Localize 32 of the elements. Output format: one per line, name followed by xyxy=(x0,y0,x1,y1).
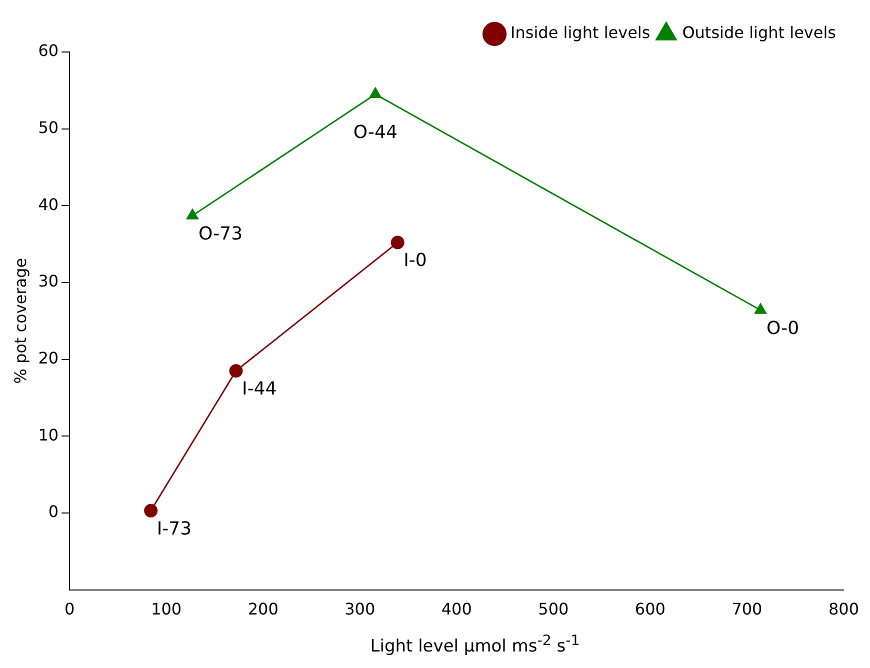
x-tick-label: 600 xyxy=(634,600,666,619)
point xyxy=(186,208,198,220)
y-axis-title: % pot coverage xyxy=(10,258,30,384)
annotation: O-73 xyxy=(198,223,243,244)
annotation: O-44 xyxy=(353,122,398,143)
x-tick-label: 800 xyxy=(828,600,860,619)
x-tick-label: 200 xyxy=(248,600,278,619)
x-tick-label: 700 xyxy=(732,600,762,619)
annotation: I-0 xyxy=(404,250,427,272)
y-tick-label: 0 xyxy=(48,502,59,522)
point xyxy=(754,303,766,314)
annotation: I-44 xyxy=(242,378,277,400)
y-tick-label: 60 xyxy=(38,41,59,60)
legend-label: Inside light levels xyxy=(510,23,650,42)
x-tick-label: 0 xyxy=(64,600,75,619)
y-tick-label: 10 xyxy=(38,425,59,444)
x-tick-label: 300 xyxy=(344,600,376,619)
annotation: O-0 xyxy=(766,318,800,339)
y-tick-label: 40 xyxy=(38,194,59,214)
x-tick-label: 500 xyxy=(538,600,569,619)
point xyxy=(229,364,243,378)
point xyxy=(144,504,158,518)
x-axis-title: Light level μmol ms$^{-2}$ s$^{-1}$ xyxy=(369,633,581,657)
annotation: I-73 xyxy=(156,518,192,540)
x-tick-label: 100 xyxy=(151,600,182,619)
y-tick-label: 30 xyxy=(38,272,59,291)
point xyxy=(369,88,382,98)
point xyxy=(390,236,404,250)
x-tick-label: 400 xyxy=(441,600,472,619)
y-tick-label: 20 xyxy=(38,348,59,368)
legend-label: Outside light levels xyxy=(682,23,836,42)
y-tick-label: 50 xyxy=(38,118,59,137)
